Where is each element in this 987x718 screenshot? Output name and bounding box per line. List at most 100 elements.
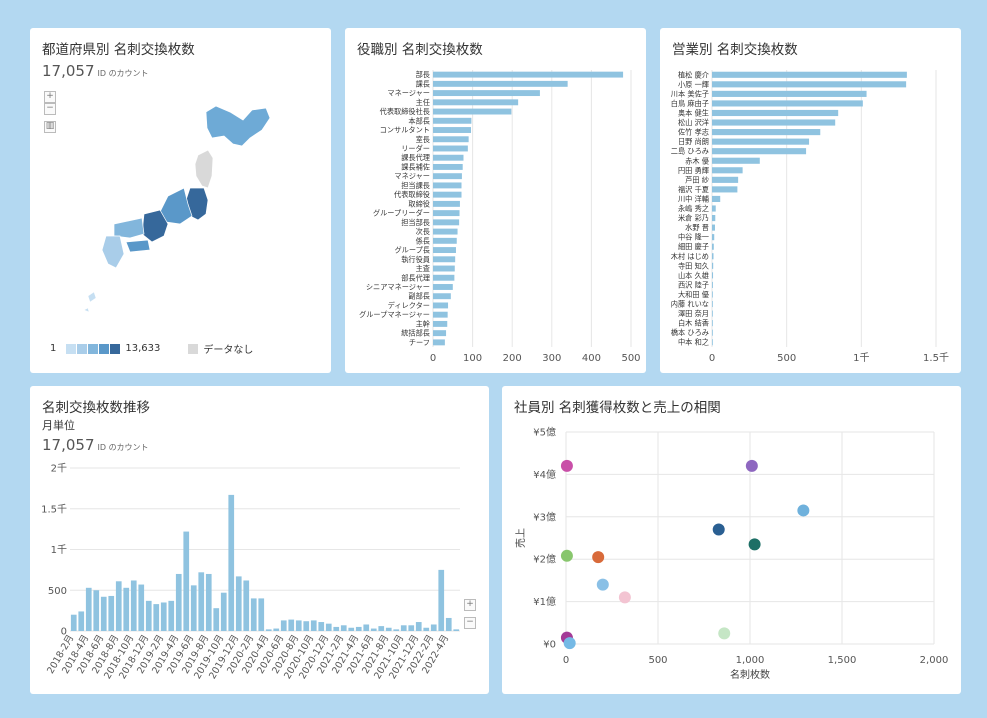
bar [712, 186, 738, 193]
scatter-point[interactable] [712, 523, 725, 536]
map-zoom-in-button[interactable]: + [44, 91, 56, 103]
trend-count: 17,057 ID のカウント [42, 436, 149, 454]
bar [433, 237, 457, 244]
category-label: 福沢 千夏 [678, 185, 709, 194]
bar [433, 173, 462, 180]
y-axis-label: 売上 [514, 528, 527, 548]
y-tick-label: ¥2億 [533, 553, 556, 566]
legend-swatch-5 [110, 343, 121, 354]
bar [138, 584, 145, 631]
bar [433, 117, 472, 124]
category-label: 統括部長 [401, 329, 430, 338]
category-label: 赤木 優 [685, 156, 709, 165]
category-label: 係長 [416, 236, 430, 245]
bar [712, 138, 810, 145]
map-region-hokkaido[interactable] [205, 105, 271, 147]
category-label: 白鳥 麻由子 [671, 99, 709, 108]
category-label: 中本 和之 [678, 338, 709, 347]
bar [433, 99, 519, 106]
x-tick-label: 1.5千 [923, 352, 949, 364]
scatter-point[interactable] [745, 459, 758, 472]
map-zoom-out-button[interactable]: − [44, 103, 56, 115]
category-label: 日野 尚朗 [678, 137, 709, 146]
x-tick-label: 1,000 [736, 655, 765, 666]
trend-zoom-in-button[interactable]: + [464, 599, 476, 611]
bar [433, 108, 512, 115]
category-label: 担当課長 [401, 181, 430, 190]
bar [433, 145, 468, 152]
bar [433, 339, 445, 346]
category-label: 芦田 紗 [685, 175, 709, 184]
category-label: 課長 [416, 79, 430, 88]
scatter-point[interactable] [596, 578, 609, 591]
bar [712, 224, 715, 231]
scatter-point[interactable] [797, 504, 810, 517]
bar [433, 284, 453, 290]
category-label: マネジャー [394, 172, 430, 181]
legend-nodata: データなし [203, 345, 254, 356]
role-panel: 役職別 名刺交換枚数 0 100 200 300 400 500 部長 課長 マネージャー 主任代… [345, 28, 646, 373]
x-tick-label: 500 [621, 353, 640, 364]
x-tick-label: 0 [430, 353, 436, 364]
trend-count-value: 17,057 [42, 436, 95, 454]
category-label: 細田 慶子 [678, 242, 709, 251]
category-label: マネージャー [387, 89, 430, 98]
category-label: 部長 [416, 70, 430, 79]
bar [273, 628, 280, 631]
map-region-tohoku[interactable] [194, 149, 214, 189]
x-tick-label: 0 [709, 353, 715, 364]
bar [198, 572, 205, 631]
bar [325, 623, 332, 631]
y-tick-label: ¥1億 [533, 595, 556, 608]
scatter-point[interactable] [618, 591, 631, 604]
category-label: ディレクター [388, 301, 430, 310]
bar [130, 580, 137, 631]
category-label: 奥本 健生 [678, 109, 709, 118]
x-tick-label: 100 [463, 353, 482, 364]
y-tick-label: 0 [61, 627, 67, 638]
bar [433, 320, 448, 327]
category-label: 佐竹 孝志 [678, 128, 709, 137]
bar [243, 580, 250, 631]
bar [145, 600, 152, 631]
trend-title: 名刺交換枚数推移 [42, 400, 150, 416]
bar [85, 587, 92, 631]
bar [712, 253, 714, 260]
map-region-kyushu[interactable] [101, 235, 125, 269]
map-region-okinawa[interactable] [83, 291, 97, 313]
scatter-point[interactable] [718, 627, 731, 640]
y-tick-label: 1千 [51, 544, 67, 556]
category-label: グループマネージャー [359, 310, 430, 319]
scatter-point[interactable] [592, 551, 605, 564]
map-region-shikoku[interactable] [125, 239, 151, 253]
bar [205, 573, 212, 631]
bar [220, 592, 227, 631]
category-label: 寺田 知久 [678, 261, 709, 270]
map-region-chugoku[interactable] [113, 217, 145, 239]
map-chart-icon[interactable]: ▥ [44, 121, 56, 133]
category-label: 次長 [416, 227, 430, 236]
x-tick-label: 300 [542, 353, 561, 364]
bar [712, 90, 867, 97]
bar [183, 531, 190, 631]
y-tick-label: 500 [48, 586, 67, 597]
bar [433, 219, 460, 226]
trend-count-unit: ID のカウント [97, 443, 149, 452]
category-label: シニアマネージャー [366, 283, 430, 292]
legend-nodata-swatch [188, 343, 199, 354]
bar [258, 598, 265, 631]
scatter-point[interactable] [560, 459, 573, 472]
category-label: 山本 久雄 [678, 271, 709, 280]
bar [712, 310, 713, 317]
category-label: 西沢 陸子 [678, 280, 709, 289]
scatter-point[interactable] [748, 538, 761, 551]
bar [370, 628, 377, 631]
trend-zoom-out-button[interactable]: − [464, 617, 476, 629]
bar [433, 191, 462, 198]
scatter-point[interactable] [560, 549, 573, 562]
trend-panel: 名刺交換枚数推移 月単位 17,057 ID のカウント 0 500 1千 1.5千 2千… [30, 386, 489, 694]
x-tick-label: 500 [777, 353, 796, 364]
scatter-point[interactable] [563, 637, 576, 650]
x-tick-label: 200 [503, 353, 522, 364]
